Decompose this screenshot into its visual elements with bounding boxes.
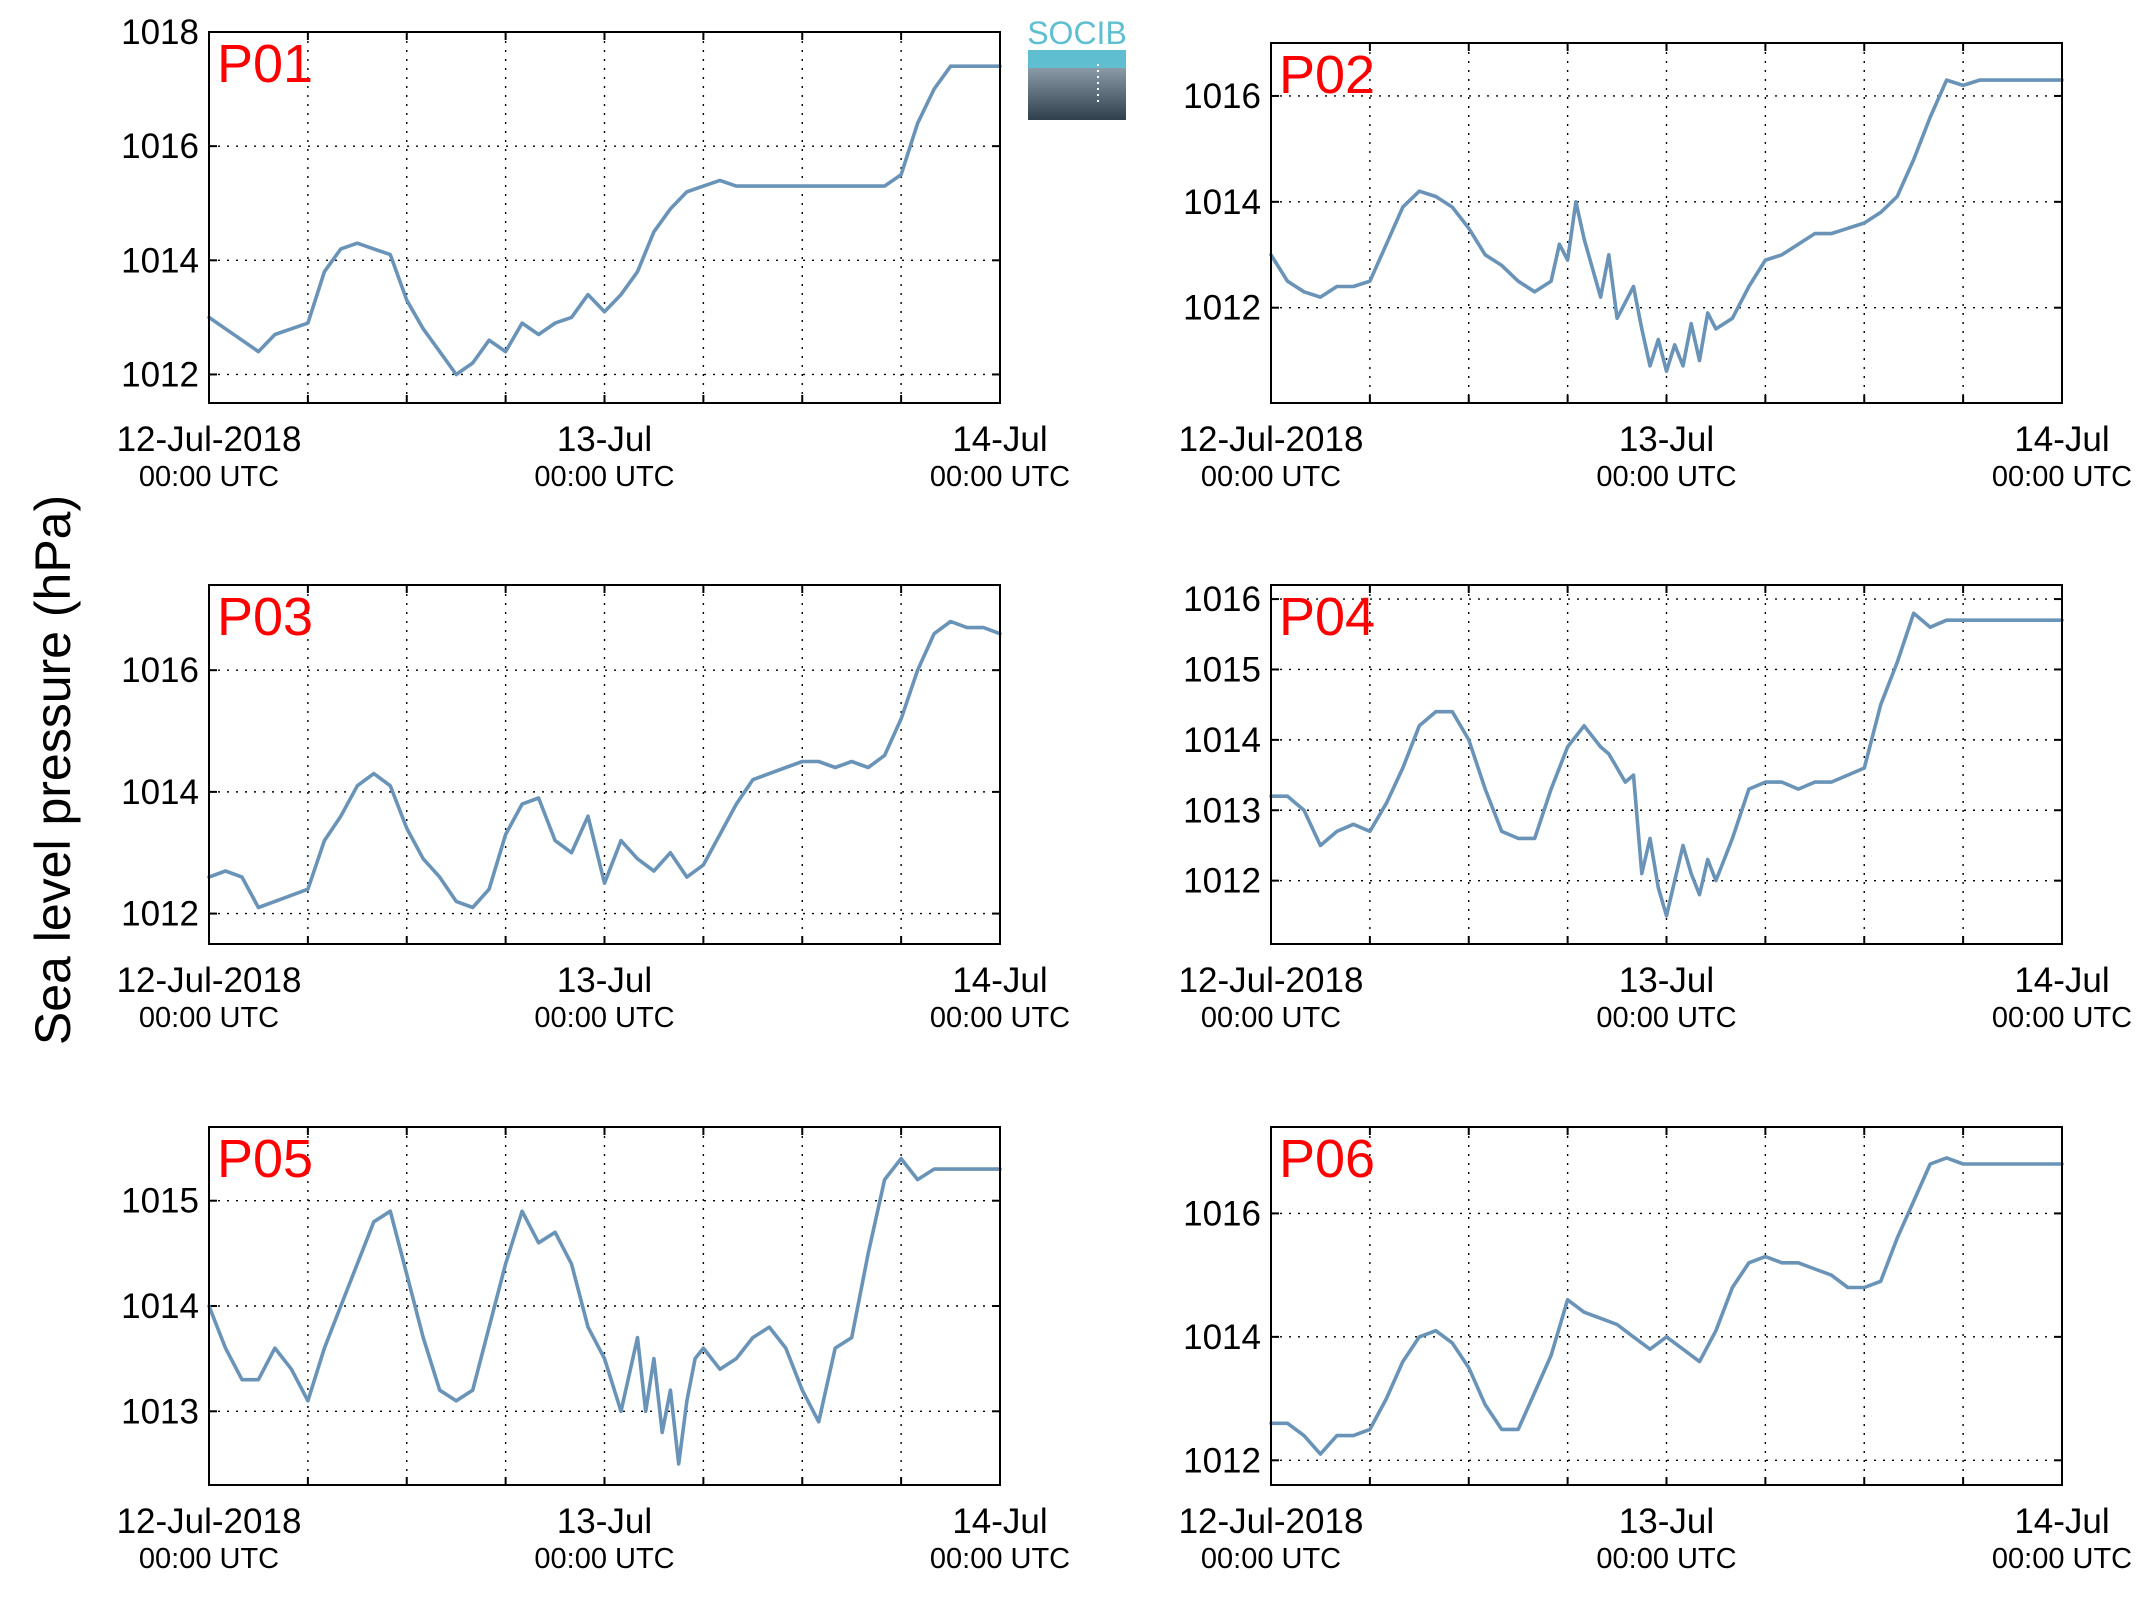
y-tick-label: 1016 <box>121 651 199 690</box>
x-tick-date-label: 12-Jul-2018 <box>117 961 302 1000</box>
y-axis-title: Sea level pressure (hPa) <box>25 495 81 1045</box>
x-tick-date-label: 12-Jul-2018 <box>117 1502 302 1541</box>
y-tick-label: 1012 <box>121 355 199 394</box>
x-tick-time-label: 00:00 UTC <box>1201 1002 1341 1034</box>
x-tick-time-label: 00:00 UTC <box>1596 461 1736 493</box>
y-tick-label: 1016 <box>1183 77 1261 116</box>
x-tick-time-label: 00:00 UTC <box>1992 461 2132 493</box>
x-tick-date-label: 14-Jul <box>952 1502 1047 1541</box>
x-tick-date-label: 13-Jul <box>1619 1502 1714 1541</box>
y-tick-label: 1012 <box>1183 862 1261 901</box>
socib-logo-block <box>1028 68 1126 120</box>
axes-frame <box>208 1126 1001 1486</box>
series-line <box>207 619 1002 910</box>
y-tick-label: 1012 <box>1183 1441 1261 1480</box>
x-tick-date-label: 13-Jul <box>1619 961 1714 1000</box>
socib-logo-text: SOCIB <box>1027 15 1127 51</box>
axes-frame <box>1270 1126 2063 1486</box>
series-line <box>1269 78 2064 374</box>
x-tick-date-label: 13-Jul <box>1619 420 1714 459</box>
panel-label: P06 <box>1279 1129 1375 1189</box>
x-tick-time-label: 00:00 UTC <box>1596 1002 1736 1034</box>
x-tick-time-label: 00:00 UTC <box>1201 461 1341 493</box>
x-tick-date-label: 14-Jul <box>2014 1502 2109 1541</box>
y-tick-label: 1014 <box>1183 721 1261 760</box>
axes-frame <box>208 584 1001 945</box>
y-tick-label: 1013 <box>1183 791 1261 830</box>
socib-logo: SOCIB <box>1027 15 1127 120</box>
y-tick-label: 1014 <box>121 773 199 812</box>
x-tick-time-label: 00:00 UTC <box>1992 1543 2132 1575</box>
x-tick-date-label: 13-Jul <box>557 1502 652 1541</box>
x-tick-date-label: 13-Jul <box>557 961 652 1000</box>
y-tick-label: 1012 <box>1183 289 1261 328</box>
x-tick-time-label: 00:00 UTC <box>930 1543 1070 1575</box>
y-tick-label: 1016 <box>1183 580 1261 619</box>
y-tick-label: 1014 <box>121 241 199 280</box>
x-tick-date-label: 12-Jul-2018 <box>1179 961 1364 1000</box>
x-tick-time-label: 00:00 UTC <box>930 1002 1070 1034</box>
x-tick-time-label: 00:00 UTC <box>139 461 279 493</box>
x-tick-time-label: 00:00 UTC <box>1596 1543 1736 1575</box>
series-line <box>207 64 1002 377</box>
y-tick-label: 1015 <box>121 1182 199 1221</box>
series-line <box>1269 611 2064 918</box>
y-tick-label: 1012 <box>121 895 199 934</box>
socib-logo-band <box>1028 50 1126 68</box>
y-tick-label: 1015 <box>1183 650 1261 689</box>
x-tick-time-label: 00:00 UTC <box>534 1543 674 1575</box>
x-tick-date-label: 12-Jul-2018 <box>1179 1502 1364 1541</box>
x-tick-time-label: 00:00 UTC <box>1201 1543 1341 1575</box>
y-tick-label: 1016 <box>121 127 199 166</box>
axes-frame <box>1270 584 2063 945</box>
x-tick-date-label: 12-Jul-2018 <box>1179 420 1364 459</box>
axes-frame <box>208 31 1001 404</box>
series-line <box>1269 1156 2064 1456</box>
x-tick-time-label: 00:00 UTC <box>1992 1002 2132 1034</box>
x-tick-date-label: 12-Jul-2018 <box>117 420 302 459</box>
y-tick-label: 1016 <box>1183 1194 1261 1233</box>
y-tick-label: 1014 <box>1183 183 1261 222</box>
axes-frame <box>1270 42 2063 404</box>
x-tick-date-label: 13-Jul <box>557 420 652 459</box>
x-tick-date-label: 14-Jul <box>2014 961 2109 1000</box>
x-tick-date-label: 14-Jul <box>2014 420 2109 459</box>
y-tick-label: 1014 <box>121 1287 199 1326</box>
x-tick-time-label: 00:00 UTC <box>139 1002 279 1034</box>
panel-label: P02 <box>1279 45 1375 105</box>
x-tick-time-label: 00:00 UTC <box>534 461 674 493</box>
x-tick-date-label: 14-Jul <box>952 961 1047 1000</box>
x-tick-time-label: 00:00 UTC <box>930 461 1070 493</box>
y-tick-label: 1014 <box>1183 1318 1261 1357</box>
panel-label: P05 <box>217 1129 313 1189</box>
x-tick-date-label: 14-Jul <box>952 420 1047 459</box>
x-tick-time-label: 00:00 UTC <box>534 1002 674 1034</box>
series-line <box>207 1156 1002 1466</box>
y-tick-label: 1018 <box>121 13 199 52</box>
panel-label: P04 <box>1279 587 1375 647</box>
y-tick-label: 1013 <box>121 1392 199 1431</box>
panel-label: P01 <box>217 34 313 94</box>
x-tick-time-label: 00:00 UTC <box>139 1543 279 1575</box>
panel-label: P03 <box>217 587 313 647</box>
